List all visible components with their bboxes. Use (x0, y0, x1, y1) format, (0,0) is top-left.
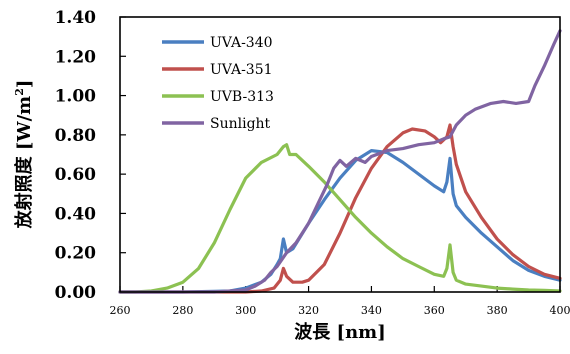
x-tick-label: 340 (361, 304, 382, 317)
x-tick-label: 300 (235, 304, 256, 317)
y-tick-label: 0.20 (55, 244, 97, 264)
y-axis-label: 放射照度 [W/m2] (13, 80, 35, 230)
series-line-uva-351 (120, 125, 560, 292)
series-line-uva-340 (120, 151, 560, 292)
y-tick-label: 1.20 (55, 47, 97, 67)
x-tick-label: 320 (298, 304, 319, 317)
y-tick-label: 0.40 (55, 204, 97, 224)
y-axis-label-end: ] (14, 80, 35, 89)
series-line-uvb-313 (120, 145, 560, 292)
x-tick-label: 380 (487, 304, 508, 317)
legend-label: Sunlight (210, 116, 271, 132)
y-axis-label-main: 放射照度 [W/m (13, 96, 35, 230)
x-tick-label: 280 (172, 304, 193, 317)
y-tick-label: 0.80 (55, 126, 97, 146)
y-tick-label: 0.60 (55, 165, 97, 185)
y-tick-label: 1.00 (55, 87, 97, 107)
plot-frame (120, 17, 560, 292)
x-tick-label: 400 (550, 304, 570, 317)
x-tick-label: 260 (110, 304, 131, 317)
y-axis-label-superscript: 2 (13, 88, 26, 96)
y-tick-label: 1.40 (55, 8, 97, 28)
legend-label: UVB-313 (210, 89, 274, 105)
y-tick-label: 0.00 (55, 283, 97, 303)
x-tick-label: 360 (424, 304, 445, 317)
y-axis-ticks: 0.00 0.20 0.40 0.60 0.80 1.00 1.20 1.40 (55, 8, 126, 303)
legend-label: UVA-351 (210, 62, 273, 78)
legend: UVA-340 UVA-351 UVB-313 Sunlight (162, 35, 274, 132)
legend-label: UVA-340 (210, 35, 273, 51)
x-axis-label: 波長 [nm] (294, 321, 385, 343)
